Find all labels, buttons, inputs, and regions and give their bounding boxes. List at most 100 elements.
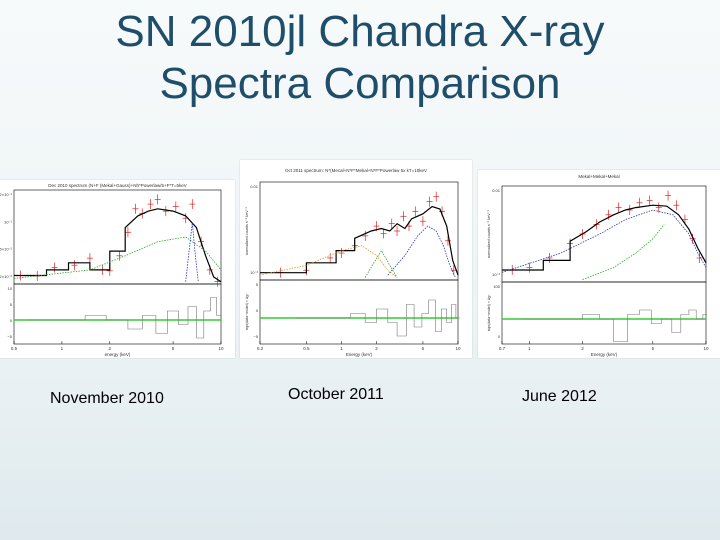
- y-tick-label: 10⁻³: [492, 272, 501, 277]
- x-tick-label: 10: [455, 346, 461, 351]
- data-point: [154, 194, 161, 205]
- x-tick-label: 0.5: [11, 346, 18, 351]
- data-point: [412, 206, 419, 217]
- y-axis-label-3: normalized counts s⁻¹ keV⁻¹: [487, 209, 491, 258]
- data-point: [214, 276, 221, 287]
- data-point: [71, 260, 78, 271]
- data-point: [124, 227, 131, 238]
- x-tick-label: 10: [218, 346, 224, 351]
- chart-header-1: Dec 2010 spectrum (N+F (Mekal+Gauss)+Nh*…: [48, 183, 186, 188]
- residual-frame-2: [259, 279, 459, 345]
- data-point: [338, 248, 345, 259]
- component-blue-line-2: [387, 225, 456, 278]
- x-axis-label-2: Energy (keV): [346, 352, 373, 357]
- data-point: [51, 262, 58, 273]
- residual-axis-label-3: sign(data−model) × Δχ²: [487, 294, 491, 331]
- data-point: [362, 230, 369, 241]
- x-tick-label: 0.5: [303, 346, 310, 351]
- data-point: [655, 202, 662, 213]
- x-axis-label-1: energy (keV): [105, 352, 131, 357]
- residual-line-1: [26, 297, 221, 339]
- x-axis-label-3: Energy (keV): [591, 352, 618, 357]
- spectrum-chart-1: Dec 2010 spectrum (N+F (Mekal+Gauss)+Nh*…: [0, 183, 224, 357]
- data-point: [86, 253, 93, 264]
- residual-frame-1: [13, 283, 222, 345]
- data-point: [172, 201, 179, 212]
- data-point: [696, 253, 703, 263]
- data-point: [400, 211, 407, 222]
- caption-june-2012: June 2012: [522, 388, 597, 405]
- data-point: [132, 203, 139, 214]
- data-point: [327, 252, 334, 263]
- y-tick-label: 2×10⁻²: [0, 274, 13, 279]
- model-line-1: [14, 208, 222, 283]
- residual-tick-label: 0: [10, 318, 13, 323]
- data-point: [444, 235, 451, 246]
- component-blue-line-3: [501, 209, 707, 273]
- data-point: [673, 200, 680, 211]
- residual-tick-label: 0: [498, 334, 501, 339]
- component-green-line-1: [13, 236, 222, 279]
- x-tick-label: 2: [375, 346, 378, 351]
- spectrum-panel-oct-2011: Oct 2011 spectrum: N*(Mecal+N*F*Mekal+N*…: [240, 160, 472, 358]
- data-point: [419, 216, 426, 227]
- caption-november-2010: November 2010: [50, 390, 164, 407]
- data-point: [162, 206, 169, 217]
- spectrum-panel-nov-2010: Dec 2010 spectrum (N+F (Mekal+Gauss)+Nh*…: [0, 180, 235, 358]
- data-point: [380, 228, 387, 239]
- data-point: [646, 195, 653, 206]
- data-point: [689, 233, 696, 244]
- residual-frame-3: [501, 281, 707, 345]
- residual-line-3: [521, 309, 707, 342]
- spectrum-frame-2: [259, 181, 459, 281]
- x-tick-label: 2: [581, 346, 584, 351]
- model-line-3: [502, 204, 707, 271]
- data-point: [615, 202, 622, 213]
- residual-tick-label: 0: [256, 308, 259, 313]
- residual-tick-label: 100: [493, 284, 500, 289]
- x-tick-label: 5: [172, 346, 175, 351]
- slide-title: SN 2010jl Chandra X-ray Spectra Comparis…: [0, 6, 720, 110]
- y-tick-label: 2×10⁻¹: [0, 192, 13, 197]
- spectrum-chart-2: Oct 2011 spectrum: N*(Mecal+N*F*Mekal+N*…: [245, 168, 461, 357]
- residual-tick-label: −5: [7, 334, 12, 339]
- spectrum-frame-3: [501, 185, 707, 283]
- y-tick-label: 10⁻¹: [4, 219, 13, 224]
- data-point: [189, 199, 196, 210]
- component-orange-line-2: [259, 245, 398, 278]
- residual-line-2: [295, 299, 460, 337]
- x-tick-label: 10: [703, 346, 709, 351]
- data-point: [665, 190, 672, 201]
- data-point: [526, 262, 533, 273]
- x-tick-label: 0.7: [499, 346, 506, 351]
- spectrum-chart-3: Mekal+Mekal+Mekal 0.7 1 2 5 10 Energy (keV) 0.0…: [487, 174, 709, 357]
- y-tick-label: 0.01: [492, 188, 501, 193]
- x-tick-label: 1: [528, 346, 531, 351]
- data-point: [546, 253, 553, 263]
- y-axis-label-2: normalized counts s⁻¹ keV⁻¹: [245, 206, 249, 255]
- residual-axis-label-2: sign(data−model) × Δχ²: [245, 293, 249, 330]
- y-tick-label: 0.01: [250, 184, 259, 189]
- data-point: [394, 226, 401, 236]
- data-point: [636, 197, 643, 208]
- data-point: [433, 191, 440, 202]
- x-tick-label: 1: [61, 346, 64, 351]
- title-line-2: Spectra Comparison: [159, 59, 561, 108]
- model-line-2: [260, 205, 459, 276]
- x-tick-label: 0.2: [257, 346, 264, 351]
- chart-header-2: Oct 2011 spectrum: N*(Mecal+N*F*Mekal+N*…: [285, 168, 427, 173]
- y-tick-label: 5×10⁻²: [0, 247, 13, 252]
- title-line-1: SN 2010jl Chandra X-ray: [115, 7, 605, 56]
- x-tick-label: 1: [340, 346, 343, 351]
- component-blue-line-1: [185, 222, 199, 282]
- y-tick-label: 10⁻³: [250, 270, 259, 275]
- residual-tick-label: 5: [10, 302, 13, 307]
- component-green-line-2: [364, 249, 398, 278]
- x-tick-label: 5: [652, 346, 655, 351]
- x-tick-label: 5: [422, 346, 425, 351]
- data-point: [388, 218, 395, 229]
- residual-tick-label: −5: [253, 334, 258, 339]
- x-tick-label: 2: [109, 346, 112, 351]
- spectrum-panel-jun-2012: Mekal+Mekal+Mekal 0.7 1 2 5 10 Energy (keV) 0.0…: [478, 170, 720, 358]
- caption-october-2011: October 2011: [288, 386, 384, 403]
